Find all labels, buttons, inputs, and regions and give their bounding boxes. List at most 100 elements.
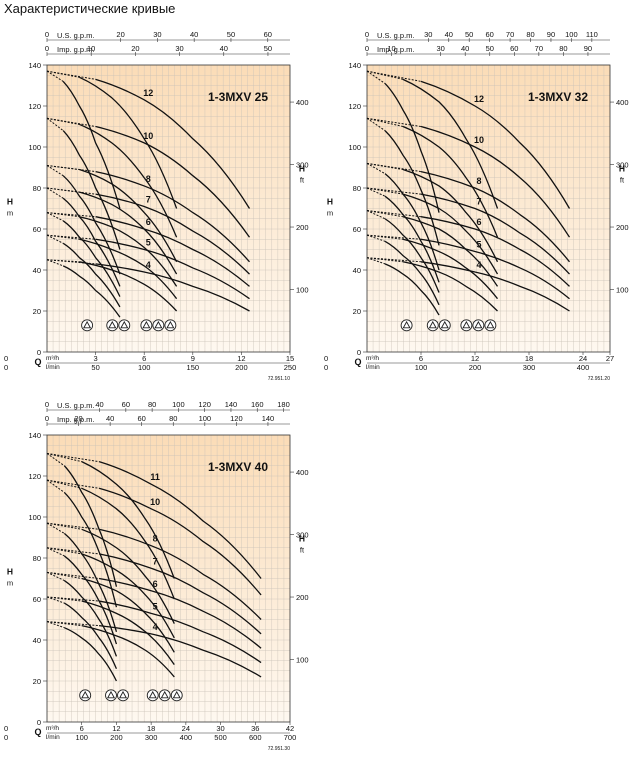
y-axis-tick-label: 60 [33,225,41,234]
pump-curve [95,78,251,209]
top-axis-tick-label: 140 [262,414,275,423]
y-axis-tick-label: 20 [33,677,41,686]
top-axis-tick-label: 20 [131,44,139,53]
top-axis-tick-label: 120 [230,414,243,423]
pump-curve [384,195,440,283]
lmin-axis-unit: l/min [366,364,380,371]
curve-dashed-segment [46,596,82,602]
curve-dashed-segment [366,117,386,132]
pump-curve [81,625,175,678]
curve-dashed-segment [46,479,65,493]
stage-label: 8 [476,176,481,186]
pump-stage-marker-triangle [83,320,92,329]
top-axis-tick-label: 80 [526,30,534,39]
pump-curve [63,580,118,657]
y-axis-tick-label: 120 [348,102,361,111]
q-axis-tick-label: 36 [251,724,259,733]
lmin-axis-unit: l/min [46,734,60,741]
y-axis-tick-label: 60 [33,595,41,604]
top-axis-tick-label: 40 [461,44,469,53]
pump-curve [98,577,262,649]
pump-curve [62,130,121,250]
pump-curve [402,168,499,263]
pump-curve [81,528,175,624]
lmin-axis-tick-label: 100 [138,363,151,372]
top-axis-tick-label: 70 [535,44,543,53]
pump-curve [81,577,175,653]
curve-dashed-segment [46,522,100,530]
pump-stage-marker-triangle [118,690,128,699]
q-axis-tick-label: 12 [237,354,245,363]
top-axis-tick-label: 30 [436,44,444,53]
lmin-axis-unit: l/min [46,364,60,371]
q-axis-tick-label: 6 [142,354,146,363]
pump-curve [63,465,118,587]
top-axis-tick-label: 90 [584,44,592,53]
stage-label: 6 [476,217,481,227]
pump-curve [79,123,178,238]
q-axis-tick-label: 42 [286,724,294,733]
pump-stage-marker-triangle [142,320,151,329]
right-axis-label: H [299,534,305,544]
top-axis-tick-label: 40 [445,30,453,39]
plot-frame [366,64,611,353]
top-axis-label: Imp. g.p.m. [57,415,95,424]
plot-frame [46,434,291,723]
y-axis-tick-label: 0 [357,348,361,357]
q-axis-unit: m³/h [46,725,59,732]
curve-dashed-segment [46,259,96,265]
pump-curve [62,242,121,308]
q-axis-tick-label: 27 [606,354,614,363]
pump-stage-marker-triangle [440,320,449,329]
curve-dashed-segment [46,571,100,579]
top-axis-tick-label: 60 [264,30,272,39]
top-axis-tick-label: 90 [547,30,555,39]
top-axis-tick-label: 100 [172,400,185,409]
y-axis-tick-label: 140 [348,61,361,70]
right-axis-tick-label: 100 [296,286,309,295]
top-axis-tick-label: 0 [45,414,49,423]
pump-curve [98,487,262,596]
pump-curve [384,218,440,293]
pump-stage-marker-triangle [106,690,116,699]
curve-dashed-segment [46,212,64,222]
pump-curve [63,532,118,632]
pump-curve [81,487,175,600]
pump-stage-marker-triangle [160,690,169,699]
stage-label: 8 [153,534,158,544]
y-axis-unit: m [327,208,333,217]
top-axis-tick-label: 0 [45,44,49,53]
lmin-axis-tick-label: 700 [284,733,297,742]
chart-code: 72.951.20 [588,376,610,382]
top-axis-tick-label: 10 [87,44,95,53]
pump-curve [420,170,571,263]
top-axis-tick-label: 100 [565,30,578,39]
curve-dashed-segment [366,70,386,84]
curve-dashed-segment [366,117,422,127]
curve-dashed-segment [46,571,65,582]
pump-curve [95,193,250,275]
curve-dashed-segment [366,257,404,263]
pump-curve [79,191,178,275]
lmin-axis-tick-label: 500 [214,733,227,742]
top-axis-label: U.S. g.p.m. [57,31,95,40]
right-axis-tick-label: 200 [616,223,629,232]
right-axis-tick-label: 300 [296,161,309,170]
curve-dashed-segment [46,479,82,489]
bottom-axis-zero: 0 [4,363,8,372]
stage-label: 10 [150,497,160,507]
bottom-axis-zero: 0 [4,733,8,742]
top-axis-tick-label: 160 [251,400,264,409]
pump-curve [79,261,178,312]
stage-label: 12 [143,88,153,98]
curve-dashed-segment [46,234,96,240]
top-axis-tick-label: 0 [45,400,49,409]
curve-dashed-segment [366,234,386,242]
pump-curve [95,216,250,287]
curve-dashed-segment [46,187,96,195]
top-axis-tick-label: 100 [199,414,212,423]
pump-curve [95,170,250,263]
pump-curve [95,263,250,312]
stage-label: 10 [474,135,484,145]
